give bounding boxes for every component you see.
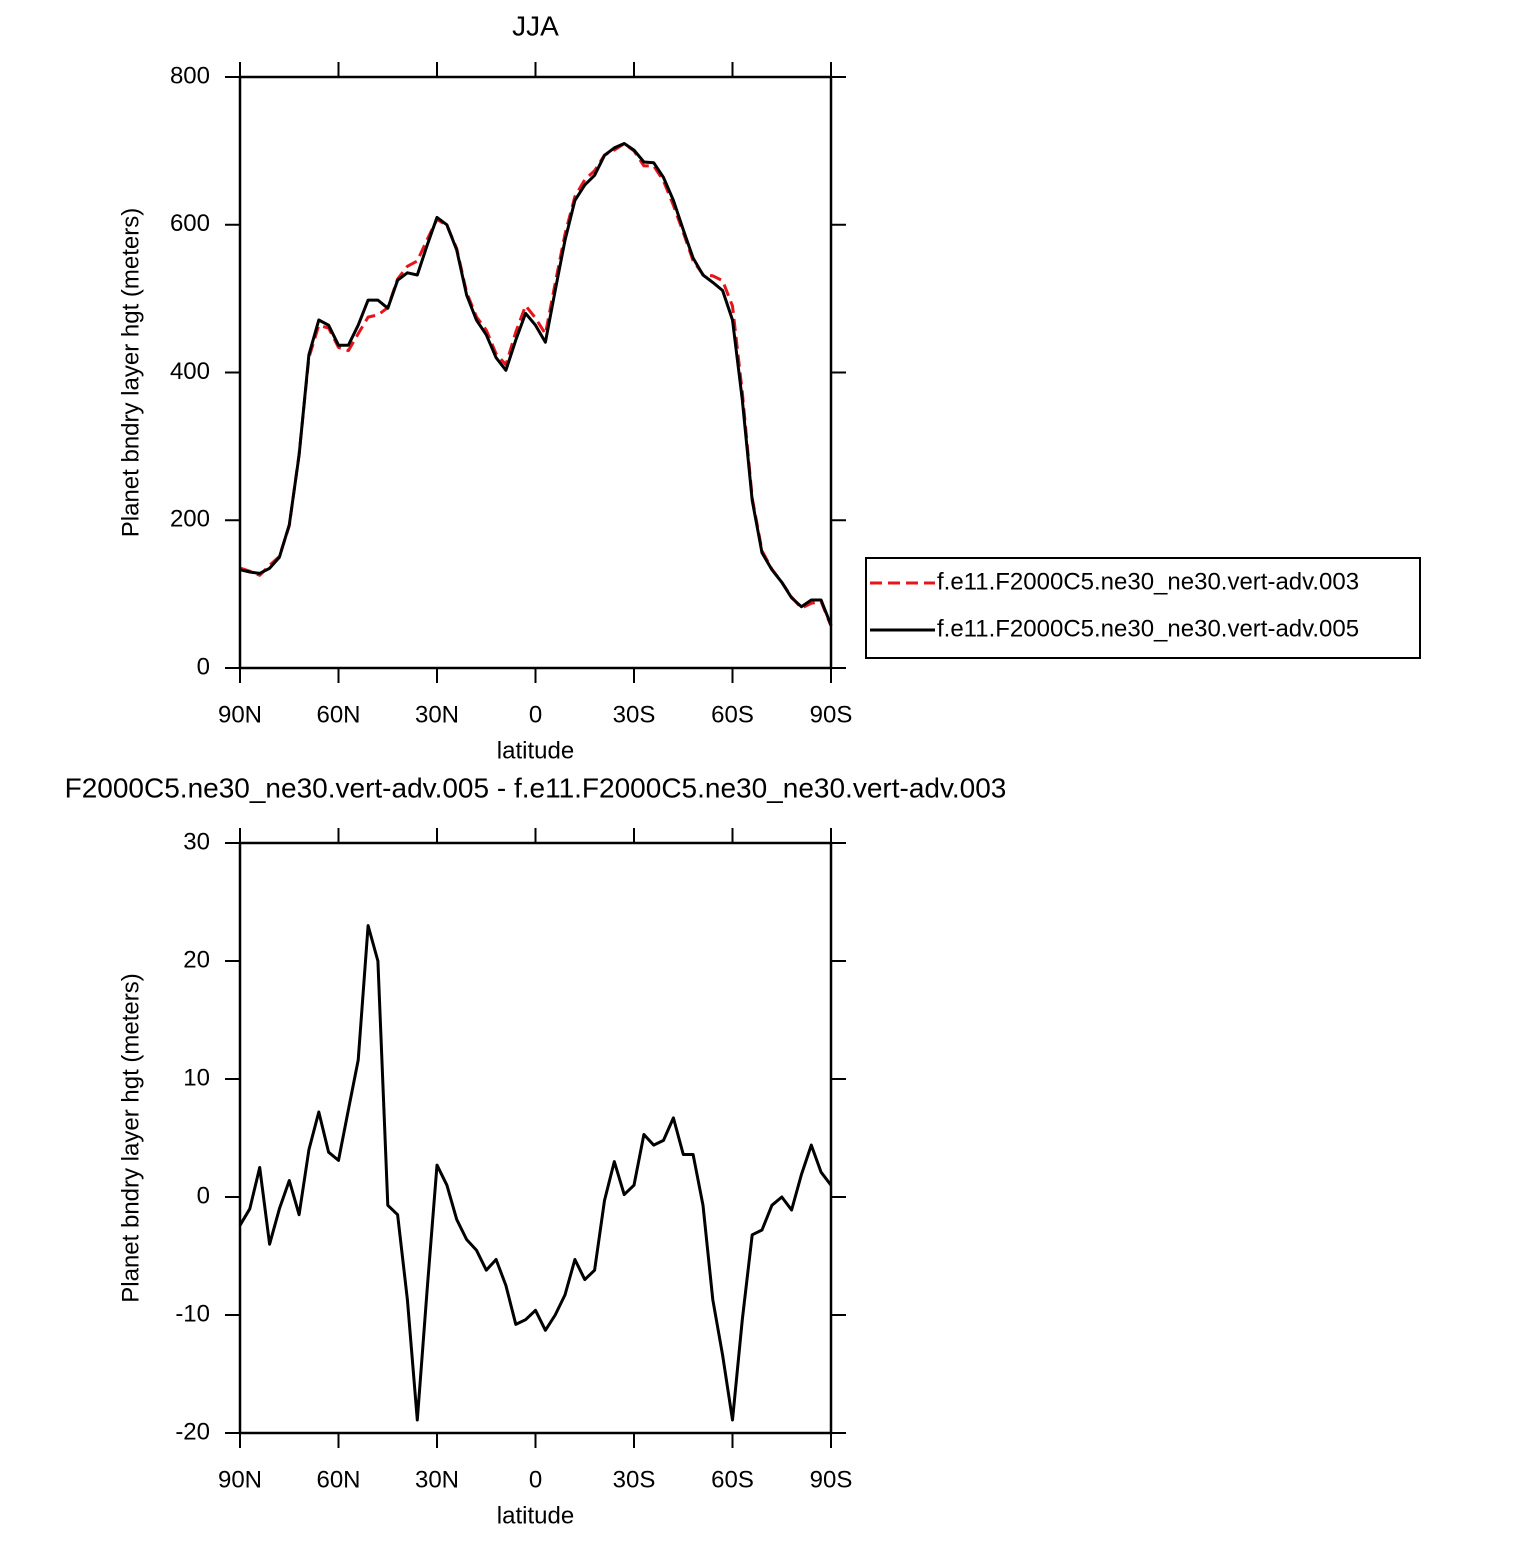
x-tick-label: 60N (316, 701, 360, 728)
y-tick-label: 10 (183, 1064, 210, 1091)
legend-label: f.e11.F2000C5.ne30_ne30.vert-adv.005 (937, 615, 1359, 642)
data-line (239, 142, 833, 626)
legend-box (865, 557, 1421, 659)
chart-title: JJA (512, 10, 559, 41)
x-tick-label: 60S (711, 701, 754, 728)
x-tick-label: 0 (529, 1466, 542, 1493)
y-tick-label: -20 (175, 1418, 210, 1445)
chart-title: F2000C5.ne30_ne30.vert-adv.005 - f.e11.F… (65, 772, 1007, 803)
legend-label: f.e11.F2000C5.ne30_ne30.vert-adv.003 (937, 568, 1359, 595)
y-tick-label: 0 (197, 1182, 210, 1209)
y-tick-label: 0 (197, 653, 210, 680)
x-tick-label: 0 (529, 701, 542, 728)
data-line (238, 924, 833, 1422)
y-tick-label: 200 (170, 506, 210, 533)
y-tick-label: 400 (170, 358, 210, 385)
x-tick-label: 60N (316, 1466, 360, 1493)
y-tick-label: 600 (170, 210, 210, 237)
y-axis-label: Planet bndry layer hgt (meters) (117, 973, 144, 1302)
x-tick-label: 30S (613, 701, 656, 728)
y-tick-label: -10 (175, 1300, 210, 1327)
x-tick-label: 90N (218, 701, 262, 728)
y-tick-label: 800 (170, 62, 210, 89)
y-tick-label: 30 (183, 828, 210, 855)
x-axis-label: latitude (497, 737, 574, 764)
x-tick-label: 90S (810, 1466, 853, 1493)
x-tick-label: 30N (415, 1466, 459, 1493)
x-tick-label: 90N (218, 1466, 262, 1493)
x-tick-label: 60S (711, 1466, 754, 1493)
plot-frame (238, 841, 833, 1435)
plot-frame (238, 75, 833, 670)
y-tick-label: 20 (183, 946, 210, 973)
x-tick-label: 90S (810, 701, 853, 728)
x-tick-label: 30N (415, 701, 459, 728)
x-tick-label: 30S (613, 1466, 656, 1493)
y-axis-label: Planet bndry layer hgt (meters) (117, 208, 144, 537)
data-line (239, 142, 833, 627)
x-axis-label: latitude (497, 1502, 574, 1529)
